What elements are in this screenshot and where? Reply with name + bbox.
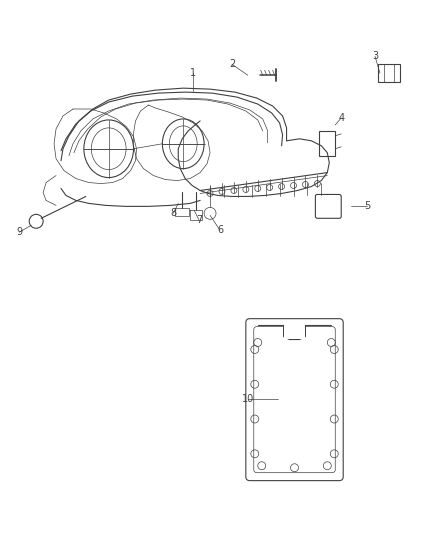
FancyBboxPatch shape bbox=[283, 321, 305, 338]
Text: 8: 8 bbox=[170, 208, 177, 219]
Text: 5: 5 bbox=[364, 201, 370, 212]
Text: 3: 3 bbox=[372, 51, 378, 61]
Text: 2: 2 bbox=[229, 59, 235, 69]
Text: 9: 9 bbox=[16, 227, 22, 237]
Text: 10: 10 bbox=[242, 394, 254, 404]
Text: 4: 4 bbox=[338, 113, 344, 123]
Text: 7: 7 bbox=[196, 215, 202, 225]
Text: 1: 1 bbox=[190, 68, 196, 78]
Text: 6: 6 bbox=[217, 225, 223, 235]
